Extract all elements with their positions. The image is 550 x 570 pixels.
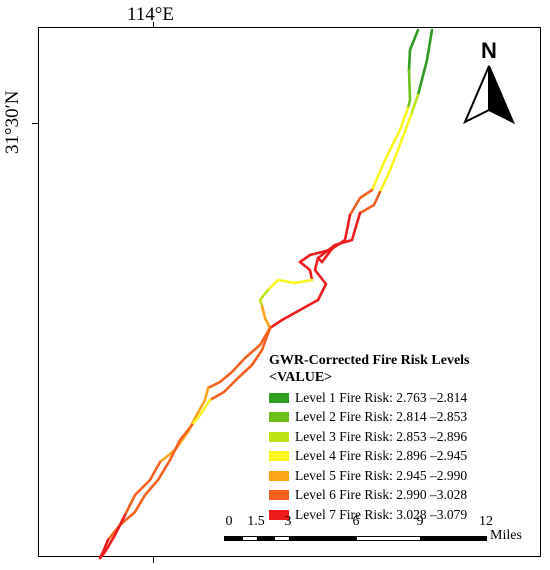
legend-label: Level 5 Fire Risk: 2.945 –2.990 xyxy=(295,467,468,483)
scale-tick-label: 12 xyxy=(479,514,493,529)
scale-tick-label: 0 xyxy=(225,514,233,529)
road-segment-level-7-f xyxy=(316,243,337,264)
longitude-tick xyxy=(153,22,154,28)
road-segment-level-3-b xyxy=(258,288,270,308)
road-segment-level-7-c xyxy=(298,260,314,282)
road-segment-level-6-b xyxy=(358,190,382,215)
road-segment-level-4 xyxy=(370,106,410,192)
legend-subtitle: <VALUE> xyxy=(269,370,333,385)
scale-bar: 0 1.5 3 6 9 12 Miles xyxy=(222,514,542,554)
legend-swatch xyxy=(269,509,289,520)
legend-label: Level 4 Fire Risk: 2.896 –2.945 xyxy=(295,448,468,464)
north-arrow-icon xyxy=(463,65,515,125)
road-segment-level-1 xyxy=(416,28,434,97)
scale-units: Miles xyxy=(490,528,522,543)
road-segment-level-6-c xyxy=(206,326,272,390)
legend-swatch xyxy=(269,392,289,403)
legend-item-level-7: Level 7 Fire Risk: 3.028 –3.079 xyxy=(269,505,470,525)
legend-label: Level 7 Fire Risk: 3.028 –3.079 xyxy=(295,506,468,522)
north-arrow: N xyxy=(459,40,519,126)
road-segment-level-7 xyxy=(298,213,352,264)
scale-tick-label: 9 xyxy=(416,514,424,529)
legend-item-level-6: Level 6 Fire Risk: 2.990 –3.028 xyxy=(269,486,470,506)
scale-tick-label: 3 xyxy=(284,514,292,529)
legend-item-level-1: Level 1 Fire Risk: 2.763 –2.814 xyxy=(269,388,470,408)
road-segment-level-7-b xyxy=(268,211,362,330)
road-segment-level-2 xyxy=(406,68,412,110)
legend: GWR-Corrected Fire Risk Levels <VALUE> L… xyxy=(269,352,470,525)
legend-swatch xyxy=(269,490,289,501)
road-segment-level-1-b xyxy=(407,28,420,72)
road-segment-level-6-e xyxy=(143,423,194,497)
legend-label: Level 1 Fire Risk: 2.763 –2.814 xyxy=(295,389,468,405)
legend-item-level-2: Level 2 Fire Risk: 2.814 –2.853 xyxy=(269,408,470,428)
scale-segment xyxy=(224,536,242,541)
latitude-tick xyxy=(32,123,38,124)
legend-swatch xyxy=(269,412,289,423)
legend-item-level-4: Level 4 Fire Risk: 2.896 –2.945 xyxy=(269,447,470,467)
road-segment-level-4-c xyxy=(266,278,314,292)
scale-segment xyxy=(242,536,258,541)
scale-segment xyxy=(356,536,421,541)
road-segment-level-4-b xyxy=(378,113,413,194)
scale-segment xyxy=(274,536,290,541)
road-segment-level-7-e xyxy=(98,538,110,560)
scale-segment xyxy=(290,536,356,541)
longitude-label: 114°E xyxy=(127,4,174,25)
legend-label: Level 6 Fire Risk: 2.990 –3.028 xyxy=(295,487,468,503)
road-segment-level-3 xyxy=(409,93,420,117)
scale-segment xyxy=(421,536,487,541)
scale-segment xyxy=(258,536,274,541)
road-segment-level-6-f xyxy=(123,460,162,517)
legend-item-level-3: Level 3 Fire Risk: 2.853 –2.896 xyxy=(269,427,470,447)
road-segment-level-6-g xyxy=(106,493,147,542)
legend-swatch xyxy=(269,431,289,442)
map-frame xyxy=(38,27,541,557)
legend-title: GWR-Corrected Fire Risk Levels xyxy=(269,353,470,368)
longitude-tick-bottom xyxy=(153,557,154,563)
road-segment-level-4-d xyxy=(190,398,212,427)
road-segment-level-6 xyxy=(348,188,374,217)
north-arrow-label: N xyxy=(481,38,497,63)
legend-label: Level 3 Fire Risk: 2.853 –2.896 xyxy=(295,428,468,444)
road-segment-level-6-d xyxy=(208,326,272,402)
scale-tick-label: 1.5 xyxy=(247,514,265,529)
legend-swatch xyxy=(269,451,289,462)
legend-swatch xyxy=(269,470,289,481)
scale-tick-label: 6 xyxy=(352,514,360,529)
legend-label: Level 2 Fire Risk: 2.814 –2.853 xyxy=(295,409,468,425)
legend-item-level-5: Level 5 Fire Risk: 2.945 –2.990 xyxy=(269,466,470,486)
road-segment-level-5 xyxy=(260,304,272,330)
